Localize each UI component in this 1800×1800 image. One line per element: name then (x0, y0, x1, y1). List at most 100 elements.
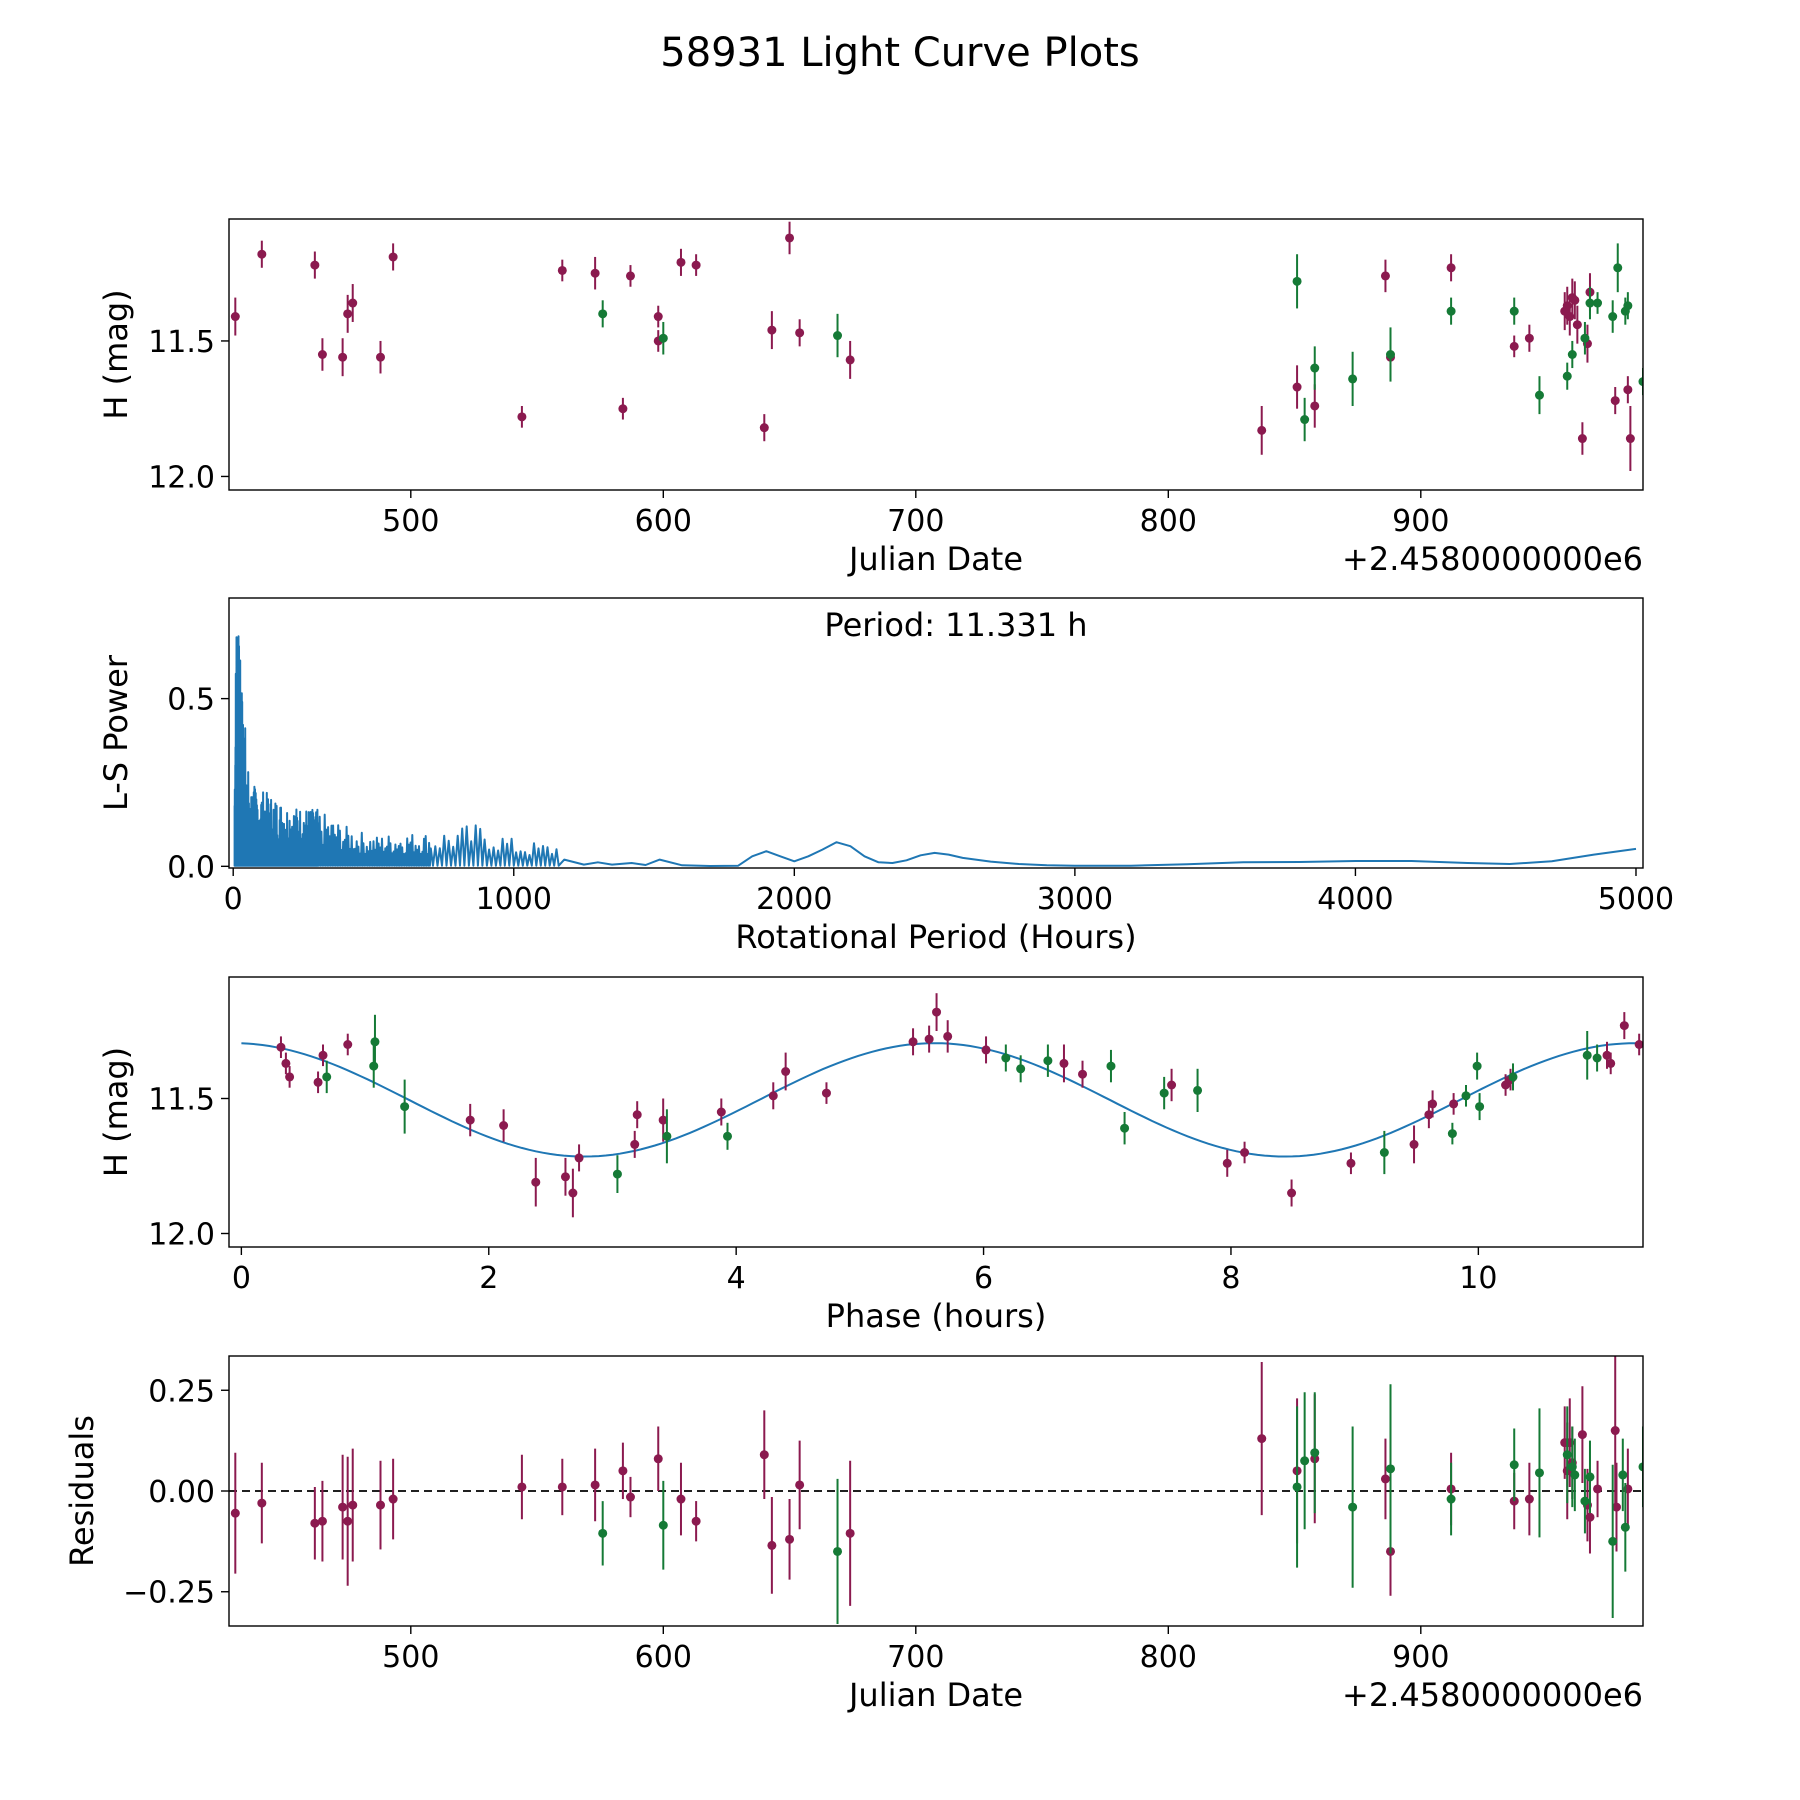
data-point (281, 1058, 291, 1068)
data-point (1577, 1430, 1587, 1440)
data-point (1562, 371, 1572, 381)
x-tick-label: 8 (1221, 1261, 1240, 1296)
period-annotation: Period: 11.331 h (824, 606, 1087, 644)
data-point (1380, 1474, 1390, 1484)
axes-frame (228, 597, 1644, 869)
data-point (1409, 1139, 1419, 1149)
data-point (598, 1528, 608, 1538)
data-point (531, 1177, 541, 1187)
data-point (662, 1131, 672, 1141)
data-point (1449, 1099, 1459, 1109)
x-tick-label: 1000 (476, 882, 552, 917)
y-axis-label: H (mag) (97, 1047, 135, 1177)
subplot-periodogram: 0 1000 2000 3000 4000 5000 0.0 0.5 Period: 11.33… (97, 597, 1674, 956)
data-point (658, 333, 668, 343)
data-point (318, 1050, 328, 1060)
data-point (1292, 382, 1302, 392)
x-tick-label: 500 (382, 1640, 439, 1675)
x-offset-label: +2.4580000000e6 (1342, 540, 1643, 578)
data-point (1386, 1464, 1395, 1474)
data-point (676, 257, 686, 267)
x-axis-label: Julian Date (847, 1676, 1023, 1714)
data-point (230, 1508, 240, 1518)
data-point (785, 1534, 795, 1544)
y-tick-label: 12.0 (148, 460, 215, 495)
data-point (276, 1042, 286, 1052)
data-point (310, 1518, 320, 1528)
data-point (310, 260, 320, 270)
data-layer (229, 1356, 1643, 1624)
data-point (388, 1494, 398, 1504)
data-point (767, 1540, 777, 1550)
x-tick-label: 600 (635, 1640, 692, 1675)
data-point (1446, 1494, 1456, 1504)
axes-frame (228, 1355, 1644, 1627)
data-point (1611, 1502, 1621, 1512)
x-tick-label: 4000 (1317, 882, 1393, 917)
data-point (981, 1045, 991, 1055)
data-point (1310, 363, 1320, 373)
data-point (1610, 1426, 1620, 1436)
data-point (338, 352, 348, 362)
data-point (1634, 1040, 1643, 1049)
data-point (1348, 374, 1358, 384)
data-layer (241, 993, 1643, 1218)
data-point (1602, 1050, 1612, 1060)
x-tick-label: 800 (1140, 504, 1197, 539)
data-point (1509, 306, 1519, 316)
data-point (625, 1492, 635, 1502)
x-offset-label: +2.4580000000e6 (1342, 1676, 1643, 1714)
x-axis-label: Julian Date (847, 540, 1023, 578)
data-point (517, 412, 527, 422)
x-tick-label: 3000 (1037, 882, 1113, 917)
data-point (1078, 1069, 1088, 1079)
x-tick-label: 900 (1392, 504, 1449, 539)
y-tick-label: 0.0 (167, 850, 215, 885)
data-point (1625, 434, 1635, 444)
data-point (1120, 1123, 1130, 1133)
data-point (1257, 425, 1267, 435)
y-tick-label: 0.00 (148, 1475, 215, 1510)
data-point (1475, 1102, 1485, 1112)
data-point (1447, 1129, 1457, 1139)
data-point (1424, 1110, 1434, 1120)
data-point (1593, 1484, 1603, 1494)
data-point (781, 1067, 791, 1076)
data-point (1508, 1072, 1518, 1082)
data-point (1509, 341, 1519, 351)
x-tick-label: 6 (974, 1261, 993, 1296)
data-point (1638, 1462, 1643, 1472)
y-axis-label: H (mag) (97, 289, 135, 419)
data-point (568, 1188, 578, 1198)
x-tick-label: 900 (1392, 1640, 1449, 1675)
data-point (1509, 1460, 1519, 1470)
data-point (1562, 1450, 1572, 1460)
data-point (795, 328, 805, 338)
data-point (557, 1482, 567, 1492)
data-point (1059, 1058, 1069, 1068)
x-tick-label: 2000 (756, 882, 832, 917)
data-point (691, 260, 701, 270)
data-point (759, 1450, 769, 1460)
data-point (313, 1077, 323, 1087)
data-point (625, 271, 635, 281)
data-point (1287, 1188, 1297, 1198)
data-point (1585, 1512, 1595, 1522)
data-point (767, 325, 777, 335)
data-point (618, 1466, 628, 1476)
data-point (1446, 263, 1456, 273)
data-point (924, 1034, 934, 1044)
data-point (795, 1480, 805, 1490)
data-point (369, 1061, 379, 1071)
data-point (376, 352, 385, 362)
data-point (499, 1121, 509, 1130)
data-point (348, 1500, 358, 1510)
data-point (1570, 295, 1580, 305)
data-point (1167, 1080, 1177, 1090)
data-point (845, 355, 855, 365)
data-point (1193, 1085, 1203, 1095)
data-point (759, 423, 769, 433)
data-point (632, 1110, 642, 1120)
y-tick-label: −0.25 (123, 1576, 215, 1611)
